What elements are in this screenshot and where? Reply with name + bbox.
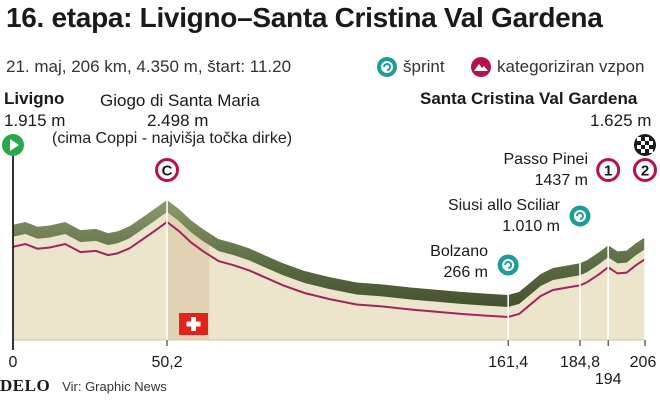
siusi-name: Siusi allo Sciliar <box>447 197 560 214</box>
swiss-cross-h <box>186 321 201 327</box>
source-credit: Vir: Graphic News <box>62 378 167 394</box>
sprint-marker-siusi <box>569 205 591 227</box>
x-tick-label-2: 161,4 <box>488 354 528 371</box>
legend-climb-label: kategoriziran vzpon <box>497 57 645 76</box>
pinei-elevation: 1437 m <box>534 172 588 189</box>
climb-marker-finish-ring <box>633 158 657 182</box>
play-icon <box>10 139 19 151</box>
finish-elevation: 1.625 m <box>590 111 652 130</box>
siusi-elevation: 1.010 m <box>502 218 560 235</box>
legend-sprint-label: šprint <box>403 57 445 76</box>
x-tick-label-5: 206 <box>630 354 657 371</box>
finish-name: Santa Cristina Val Gardena <box>420 89 638 108</box>
mountain-icon <box>471 57 491 77</box>
legend-climb: kategoriziran vzpon <box>470 56 644 78</box>
climb-marker-giogo: C <box>155 158 180 182</box>
finish-flag-icon <box>634 134 656 156</box>
finish-flag-cell <box>645 145 649 149</box>
finish-flag-cell <box>637 145 641 149</box>
finish-flag-cell <box>637 137 641 141</box>
sprint-marker-bolzano <box>497 254 519 276</box>
finish-flag-cell <box>641 149 645 153</box>
profile-ridge <box>13 200 645 307</box>
x-tick-label-3: 184,8 <box>560 354 600 371</box>
climb-marker-finish-label: 2 <box>641 163 649 180</box>
climb-marker-giogo-label: C <box>162 163 173 180</box>
finish-flag-cell <box>649 141 653 145</box>
legend-sprint: šprint <box>376 56 445 78</box>
climb-marker-pinei: 1 <box>596 158 621 182</box>
giogo-note: (cima Coppi - najvišja točka dirke) <box>52 130 293 147</box>
footer: DELO Vir: Graphic News <box>0 376 167 396</box>
climb-marker-finish: 2 <box>633 158 657 182</box>
finish-flag-cell <box>649 149 653 153</box>
sprint-marker-bolzano-glyph <box>504 261 513 269</box>
finish-flag-cell <box>645 137 649 141</box>
x-tick-label-1: 50,2 <box>151 354 182 371</box>
giogo-name: Giogo di Santa Maria <box>100 91 260 110</box>
start-elevation: 1.915 m <box>4 111 66 130</box>
sprint-marker-bolzano-inner <box>502 259 515 271</box>
climb-marker-pinei-ring <box>596 158 621 182</box>
x-tick-label-4: 194 <box>595 371 622 388</box>
bolzano-name: Bolzano <box>430 243 488 260</box>
cima-coppi-zone <box>167 212 210 340</box>
finish-flag-cell <box>641 141 645 145</box>
climb-marker-giogo-ring <box>155 158 180 182</box>
swiss-flag-icon <box>179 313 209 335</box>
stage-info: 21. maj, 206 km, 4.350 m, štart: 11.20 <box>6 57 292 76</box>
giogo-elevation: 2.498 m <box>147 111 209 130</box>
sprint-icon <box>377 57 397 77</box>
climb-marker-pinei-label: 1 <box>604 163 612 180</box>
x-tick-label-0: 0 <box>9 354 18 371</box>
bolzano-elevation: 266 m <box>443 264 488 281</box>
delo-logo: DELO <box>0 376 51 395</box>
start-name: Livigno <box>4 89 65 108</box>
pinei-name: Passo Pinei <box>503 151 589 168</box>
page-title: 16. etapa: Livigno–Santa Cristina Val Ga… <box>6 2 603 33</box>
start-marker <box>2 134 24 156</box>
sprint-marker-siusi-inner <box>573 210 586 222</box>
sprint-marker-siusi-glyph <box>575 212 584 220</box>
